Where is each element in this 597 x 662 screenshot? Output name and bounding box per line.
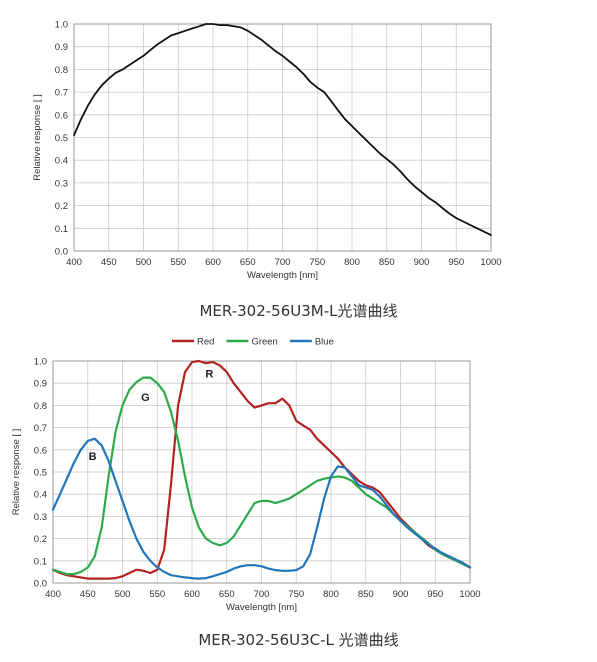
- series-line-red: [51, 359, 472, 580]
- plot-frame: [73, 23, 492, 252]
- color-chart-caption: MER-302-56U3C-L 光谱曲线: [198, 631, 399, 649]
- y-tick-label: 0.3: [55, 178, 68, 189]
- legend-label: Blue: [315, 337, 334, 348]
- plot-frame: [52, 360, 471, 584]
- x-tick-label: 500: [115, 589, 131, 600]
- curve-annotation: R: [205, 369, 213, 381]
- series-line-blue: [51, 437, 472, 580]
- y-tick-label: 0.3: [34, 512, 47, 523]
- x-tick-label: 650: [219, 589, 235, 600]
- x-tick-label: 900: [414, 257, 430, 268]
- y-tick-label: 1.0: [34, 357, 47, 368]
- x-tick-label: 800: [344, 257, 360, 268]
- series-line-0: [73, 23, 492, 236]
- y-tick-label: 0.5: [55, 133, 68, 144]
- x-axis-label: Wavelength [nm]: [247, 270, 318, 281]
- x-tick-label: 850: [379, 257, 395, 268]
- x-tick-label: 400: [45, 589, 61, 600]
- mono-chart-caption: MER-302-56U3M-L光谱曲线: [199, 302, 398, 320]
- x-tick-label: 550: [170, 257, 186, 268]
- y-axis-label: Relative response [ ]: [32, 94, 43, 181]
- x-tick-label: 850: [358, 589, 374, 600]
- y-tick-label: 0.1: [55, 224, 68, 235]
- x-tick-label: 750: [309, 257, 325, 268]
- x-tick-label: 600: [205, 257, 221, 268]
- x-tick-label: 750: [288, 589, 304, 600]
- y-tick-label: 0.9: [34, 379, 47, 390]
- curve-annotation: B: [89, 451, 97, 463]
- x-axis-label: Wavelength [nm]: [226, 602, 297, 613]
- x-tick-label: 1000: [480, 257, 501, 268]
- y-tick-label: 0.2: [34, 534, 47, 545]
- y-tick-label: 0.0: [34, 579, 47, 590]
- x-tick-label: 700: [254, 589, 270, 600]
- mono-spectral-chart: 400 450 500 550 600 650 700 750 800 850 900 950 1000…: [32, 20, 502, 282]
- x-tick-label: 800: [323, 589, 339, 600]
- x-tick-label: 500: [136, 257, 152, 268]
- y-tick-label: 0.8: [55, 65, 68, 76]
- x-tick-label: 950: [427, 589, 443, 600]
- x-tick-label: 450: [101, 257, 117, 268]
- x-tick-label: 1000: [459, 589, 480, 600]
- legend-label: Green: [251, 337, 277, 348]
- y-axis-label: Relative response [ ]: [11, 429, 22, 516]
- curve-annotation: G: [141, 392, 150, 404]
- y-tick-label: 0.7: [34, 423, 47, 434]
- x-tick-label: 700: [275, 257, 291, 268]
- y-tick-label: 0.4: [34, 490, 47, 501]
- x-tick-label: 450: [80, 589, 96, 600]
- y-tick-label: 0.5: [34, 468, 47, 479]
- y-tick-label: 0.2: [55, 201, 68, 212]
- x-tick-label: 400: [66, 257, 82, 268]
- x-tick-label: 650: [240, 257, 256, 268]
- x-tick-label: 900: [393, 589, 409, 600]
- x-tick-label: 950: [448, 257, 464, 268]
- y-tick-label: 0.9: [55, 42, 68, 53]
- y-tick-label: 0.7: [55, 88, 68, 99]
- y-tick-label: 0.4: [55, 156, 68, 167]
- y-tick-label: 0.1: [34, 556, 47, 567]
- y-tick-label: 0.0: [55, 247, 68, 258]
- x-tick-label: 550: [149, 589, 165, 600]
- y-tick-label: 1.0: [55, 20, 68, 31]
- y-tick-label: 0.6: [34, 445, 47, 456]
- legend-label: Red: [197, 337, 214, 348]
- y-tick-label: 0.8: [34, 401, 47, 412]
- color-spectral-chart: 400 450 500 550 600 650 700 750 800 850 900 950 1000…: [11, 337, 481, 614]
- x-tick-label: 600: [184, 589, 200, 600]
- y-tick-label: 0.6: [55, 110, 68, 121]
